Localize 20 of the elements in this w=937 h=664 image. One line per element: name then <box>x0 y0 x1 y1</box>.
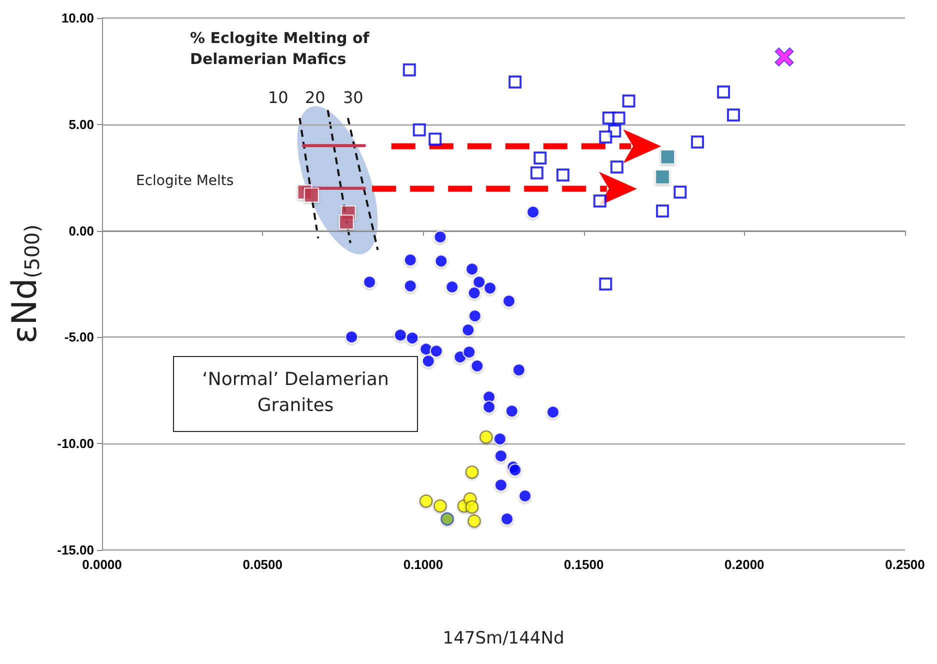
x-tick-label: 0.0000 <box>82 557 122 572</box>
x-tick-label: 0.2000 <box>724 557 764 572</box>
annotation: % Eclogite Melting of Delamerian Mafics <box>190 28 370 70</box>
annotation: 30 <box>343 88 364 107</box>
y-axis-title: εNd(500) <box>5 224 45 344</box>
x-tick-label: 0.1500 <box>564 557 604 572</box>
x-tick-label: 0.0500 <box>242 557 282 572</box>
y-tick-label: -10.00 <box>57 436 94 452</box>
annotation: 20 <box>305 88 326 107</box>
x-tick-label: 0.1000 <box>403 557 444 572</box>
y-tick-label: 0.00 <box>68 223 94 238</box>
annotation: 10 <box>268 88 288 107</box>
y-tick-label: 5.00 <box>68 116 94 132</box>
annotation: Eclogite Melts <box>136 173 234 189</box>
y-tick-label: -15.00 <box>57 542 94 558</box>
y-tick-label: 10.00 <box>61 10 94 26</box>
y-tick-label: -5.00 <box>64 330 94 345</box>
annotation: ‘Normal’ Delamerian Granites <box>173 356 418 432</box>
x-axis-title: 147Sm/144Nd <box>442 628 564 648</box>
x-tick-label: 0.2500 <box>885 557 925 572</box>
